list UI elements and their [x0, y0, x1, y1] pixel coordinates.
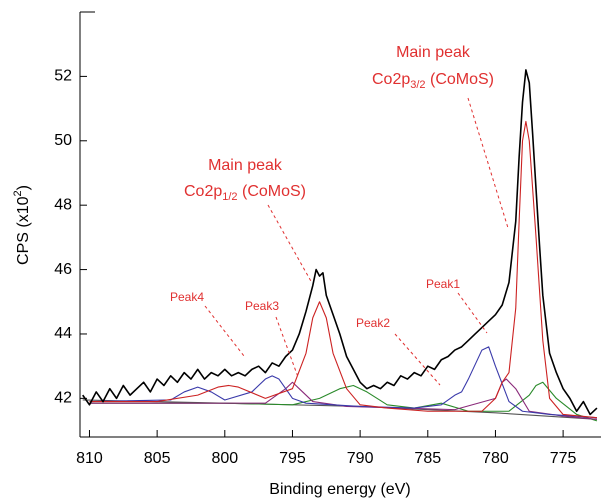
- x-tick-label: 785: [414, 450, 441, 467]
- annotation-formula: Co2p1/2 (CoMoS): [184, 183, 306, 203]
- x-tick-label: 810: [76, 450, 103, 467]
- x-tick-label: 805: [144, 450, 171, 467]
- peak-label: Peak2: [356, 316, 390, 330]
- spectrum-line: [89, 346, 597, 419]
- spectrum-line: [89, 378, 597, 420]
- y-tick-label: 52: [54, 68, 72, 85]
- leader-line: [267, 204, 313, 284]
- leader-line: [467, 97, 509, 229]
- y-title-sup: 2: [12, 190, 24, 196]
- x-tick-label: 790: [347, 450, 374, 467]
- y-axis-title: CPS (x102): [12, 185, 32, 265]
- formula-sub: 1/2: [222, 191, 237, 203]
- spectrum-line: [89, 381, 598, 422]
- formula-sub: 3/2: [410, 79, 425, 91]
- annotation-formula: Co2p3/2 (CoMoS): [372, 71, 494, 91]
- annotation: Main peak Co2p3/2 (CoMoS): [372, 44, 509, 229]
- leader-line: [204, 305, 245, 357]
- plot-area: [82, 69, 598, 422]
- x-tick-label: 795: [279, 450, 306, 467]
- formula-base: Co2p: [184, 183, 222, 200]
- x-axis-title: Binding energy (eV): [269, 481, 410, 498]
- leader-line: [457, 292, 488, 334]
- y-tick-label: 44: [54, 325, 72, 342]
- x-tick-label: 800: [211, 450, 238, 467]
- annotation-title: Main peak: [396, 44, 471, 61]
- y-title-close: ): [15, 185, 32, 190]
- peak-label: Peak3: [245, 299, 279, 313]
- formula-rest: (CoMoS): [426, 71, 494, 88]
- spectrum-line: [82, 69, 598, 416]
- x-tick-label: 775: [550, 450, 577, 467]
- formula-rest: (CoMoS): [238, 183, 306, 200]
- leader-line: [275, 316, 299, 378]
- x-tick-label: 780: [482, 450, 509, 467]
- annotation-title: Main peak: [208, 157, 283, 174]
- y-tick-label: 42: [54, 390, 72, 407]
- annotation: Main peak Co2p1/2 (CoMoS): [184, 157, 313, 284]
- peak-label: Peak1: [426, 277, 460, 291]
- y-tick-label: 46: [54, 261, 72, 278]
- y-tick-label: 50: [54, 132, 72, 149]
- spectrum-line: [89, 120, 597, 419]
- peak-label: Peak4: [170, 290, 204, 304]
- y-title-text: CPS (x10: [15, 196, 32, 265]
- y-tick-label: 48: [54, 196, 72, 213]
- formula-base: Co2p: [372, 71, 410, 88]
- leader-line: [394, 333, 441, 386]
